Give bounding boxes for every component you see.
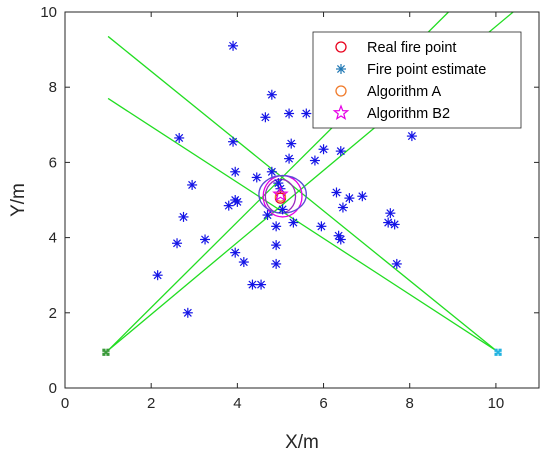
fire-point-estimate-point-27 (288, 217, 299, 228)
fire-point-estimate-point-20 (331, 187, 342, 198)
fire-point-estimate-point-17 (187, 179, 198, 190)
legend-algorithm-a-label: Algorithm A (367, 84, 441, 100)
legend-fire-point-estimate-icon (336, 64, 346, 74)
fire-point-estimate-point-40 (271, 240, 282, 251)
fire-point-estimate-point-14 (230, 166, 241, 177)
algorithm-a-point-1 (274, 190, 287, 202)
algorithm-b2-point-1 (272, 185, 289, 202)
bearing-line-4 (107, 97, 497, 351)
y-tick-label: 8 (49, 79, 57, 96)
legend-real-fire-point-label: Real fire point (367, 40, 456, 56)
fire-point-estimate-point-44 (391, 258, 402, 269)
fire-point-estimate-point-32 (383, 217, 394, 228)
legend-box (312, 31, 522, 129)
fire-point-estimate-point-42 (238, 257, 249, 268)
fire-point-estimate-point-34 (316, 221, 327, 232)
legend-algorithm-b2-icon (332, 104, 350, 121)
x-tick-label: 10 (488, 395, 505, 412)
fire-point-estimate-point-4 (301, 108, 312, 119)
fire-point-estimate-point-26 (262, 210, 273, 221)
fire-point-estimate-point-43 (271, 258, 282, 269)
fire-point-estimate-point-16 (251, 172, 262, 183)
fire-point-estimate-point-41 (230, 247, 241, 258)
fire-point-estimate-point-39 (172, 238, 183, 249)
sensor-markers (102, 348, 502, 356)
y-tick-label: 6 (49, 154, 57, 171)
y-tick-label: 4 (49, 230, 57, 247)
fire-point-estimate-point-1 (228, 40, 239, 51)
fire-point-estimate-point-2 (266, 89, 277, 100)
fire-point-estimate-point-30 (385, 208, 396, 219)
y-tick-label: 2 (49, 305, 57, 322)
x-tick-label: 6 (319, 395, 327, 412)
x-tick-label: 8 (406, 395, 414, 412)
fire-point-estimate-point-12 (284, 153, 295, 164)
fire-point-estimate-point-24 (223, 200, 234, 211)
fire-point-estimate-point-3 (284, 108, 295, 119)
x-tick-label: 0 (61, 395, 69, 412)
fire-point-estimate-point-9 (318, 144, 329, 155)
fire-point-estimate-point-5 (260, 112, 271, 123)
fire-point-estimate-point-48 (182, 307, 193, 318)
fire-point-estimate-point-21 (344, 193, 355, 204)
axis-ticks: 0 2 4 6 8 10 0 2 4 6 8 10 (40, 4, 539, 412)
fire-point-estimate-point-8 (286, 138, 297, 149)
sensor-marker-2 (494, 348, 502, 356)
fire-point-estimate-point-35 (271, 221, 282, 232)
fire-point-estimate-point-25 (232, 196, 243, 207)
y-tick-label: 10 (40, 4, 57, 21)
plot-frame (64, 11, 540, 389)
fire-point-estimate-point-29 (337, 202, 348, 213)
fire-point-estimate-point-47 (256, 279, 267, 290)
y-axis-label: Y/m (8, 183, 29, 217)
x-tick-label: 4 (233, 395, 241, 412)
x-tick-label: 2 (147, 395, 155, 412)
fire-point-estimate-point-13 (309, 155, 320, 166)
x-axis-label: X/m (285, 432, 319, 453)
legend-algorithm-b2-label: Algorithm B2 (367, 106, 450, 122)
data-points (152, 40, 417, 318)
legend-algorithm-a-icon (335, 85, 347, 97)
fire-point-estimate-point-37 (335, 234, 346, 245)
legend: Real fire point Fire point estimate Algori… (312, 31, 522, 129)
fire-point-estimate-point-38 (200, 234, 211, 245)
sensor-marker-1 (102, 348, 110, 356)
fire-point-estimate-point-33 (389, 219, 400, 230)
fire-point-estimate-point-10 (335, 146, 346, 157)
fire-point-estimate-point-31 (178, 211, 189, 222)
fire-point-estimate-point-45 (152, 270, 163, 281)
fire-point-estimate-point-46 (247, 279, 258, 290)
fire-point-estimate-point-11 (406, 131, 417, 142)
legend-real-fire-point-icon (335, 41, 347, 53)
fire-point-estimate-point-22 (357, 191, 368, 202)
y-tick-label: 0 (49, 380, 57, 397)
fire-point-estimate-point-6 (174, 132, 185, 143)
fire-point-estimate-point-15 (266, 166, 277, 177)
fire-point-estimate-point-28 (277, 204, 288, 215)
legend-fire-point-estimate-label: Fire point estimate (367, 62, 486, 78)
fire-point-estimate-point-7 (228, 136, 239, 147)
